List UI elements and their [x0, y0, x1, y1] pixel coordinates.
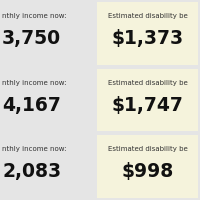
Text: nthly income now:: nthly income now: — [2, 13, 66, 19]
Text: 3,750: 3,750 — [2, 29, 61, 48]
Text: nthly income now:: nthly income now: — [2, 146, 66, 152]
Text: $998: $998 — [121, 162, 174, 181]
Text: Estimated disability be: Estimated disability be — [108, 146, 187, 152]
Text: $1,373: $1,373 — [111, 29, 184, 48]
Text: 4,167: 4,167 — [2, 96, 61, 115]
FancyBboxPatch shape — [97, 135, 198, 198]
FancyBboxPatch shape — [97, 69, 198, 131]
FancyBboxPatch shape — [97, 2, 198, 65]
Text: $1,747: $1,747 — [112, 96, 183, 115]
Text: Estimated disability be: Estimated disability be — [108, 13, 187, 19]
Text: 2,083: 2,083 — [2, 162, 61, 181]
Text: Estimated disability be: Estimated disability be — [108, 80, 187, 86]
Text: nthly income now:: nthly income now: — [2, 80, 66, 86]
